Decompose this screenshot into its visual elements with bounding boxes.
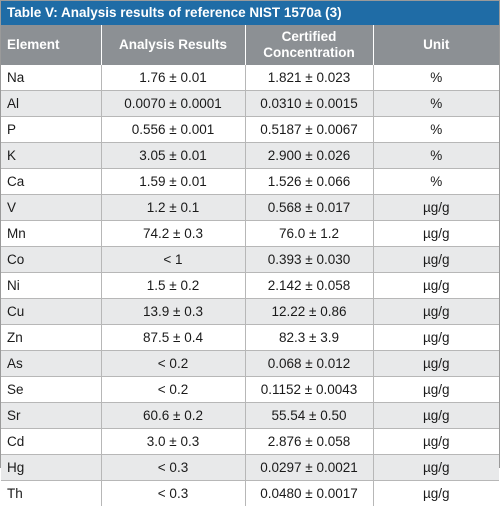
cell-unit: µg/g (373, 429, 499, 455)
cell-unit: µg/g (373, 195, 499, 221)
cell-certified-concentration: 2.876 ± 0.058 (245, 429, 373, 455)
cell-unit: % (373, 169, 499, 195)
cell-element: Ni (1, 273, 101, 299)
header-element: Element (1, 25, 101, 65)
cell-analysis-result: 1.5 ± 0.2 (101, 273, 245, 299)
cell-analysis-result: 87.5 ± 0.4 (101, 325, 245, 351)
cell-analysis-result: < 0.3 (101, 481, 245, 506)
cell-analysis-result: < 1 (101, 247, 245, 273)
cell-certified-concentration: 0.393 ± 0.030 (245, 247, 373, 273)
cell-certified-concentration: 1.821 ± 0.023 (245, 65, 373, 91)
cell-unit: µg/g (373, 247, 499, 273)
header-unit: Unit (373, 25, 499, 65)
cell-certified-concentration: 0.568 ± 0.017 (245, 195, 373, 221)
cell-analysis-result: 0.556 ± 0.001 (101, 117, 245, 143)
cell-certified-concentration: 82.3 ± 3.9 (245, 325, 373, 351)
table-title: Table V: Analysis results of reference N… (1, 1, 499, 25)
cell-unit: µg/g (373, 403, 499, 429)
cell-certified-concentration: 55.54 ± 0.50 (245, 403, 373, 429)
cell-certified-concentration: 76.0 ± 1.2 (245, 221, 373, 247)
cell-certified-concentration: 2.142 ± 0.058 (245, 273, 373, 299)
header-certified-line2: Concentration (263, 45, 355, 60)
cell-element: Mn (1, 221, 101, 247)
cell-element: Zn (1, 325, 101, 351)
cell-element: As (1, 351, 101, 377)
cell-unit: µg/g (373, 299, 499, 325)
cell-element: Th (1, 481, 101, 506)
cell-element: K (1, 143, 101, 169)
cell-analysis-result: < 0.2 (101, 377, 245, 403)
header-row: Element Analysis Results Certified Conce… (1, 25, 499, 65)
cell-element: V (1, 195, 101, 221)
cell-analysis-result: 0.0070 ± 0.0001 (101, 91, 245, 117)
header-certified-concentration: Certified Concentration (245, 25, 373, 65)
cell-element: P (1, 117, 101, 143)
cell-element: Al (1, 91, 101, 117)
cell-element: Ca (1, 169, 101, 195)
cell-certified-concentration: 0.0480 ± 0.0017 (245, 481, 373, 506)
results-table: Element Analysis Results Certified Conce… (1, 25, 499, 506)
cell-unit: µg/g (373, 351, 499, 377)
cell-unit: % (373, 65, 499, 91)
cell-element: Cd (1, 429, 101, 455)
table-header: Element Analysis Results Certified Conce… (1, 25, 499, 65)
cell-unit: % (373, 143, 499, 169)
cell-unit: % (373, 91, 499, 117)
cell-unit: µg/g (373, 325, 499, 351)
cell-analysis-result: < 0.2 (101, 351, 245, 377)
cell-analysis-result: 3.05 ± 0.01 (101, 143, 245, 169)
cell-unit: µg/g (373, 377, 499, 403)
table-container: Table V: Analysis results of reference N… (0, 0, 500, 468)
cell-analysis-result: 13.9 ± 0.3 (101, 299, 245, 325)
cell-element: Cu (1, 299, 101, 325)
cell-unit: µg/g (373, 481, 499, 506)
cell-analysis-result: 1.2 ± 0.1 (101, 195, 245, 221)
cell-certified-concentration: 0.5187 ± 0.0067 (245, 117, 373, 143)
cell-certified-concentration: 1.526 ± 0.066 (245, 169, 373, 195)
cell-unit: µg/g (373, 273, 499, 299)
header-certified-line1: Certified (282, 29, 337, 44)
cell-unit: % (373, 117, 499, 143)
cell-analysis-result: 60.6 ± 0.2 (101, 403, 245, 429)
header-analysis-results: Analysis Results (101, 25, 245, 65)
cell-element: Sr (1, 403, 101, 429)
cell-analysis-result: 74.2 ± 0.3 (101, 221, 245, 247)
cell-analysis-result: 3.0 ± 0.3 (101, 429, 245, 455)
cell-certified-concentration: 0.1152 ± 0.0043 (245, 377, 373, 403)
cell-element: Se (1, 377, 101, 403)
cell-certified-concentration: 0.0310 ± 0.0015 (245, 91, 373, 117)
cell-certified-concentration: 12.22 ± 0.86 (245, 299, 373, 325)
cell-analysis-result: 1.59 ± 0.01 (101, 169, 245, 195)
cell-certified-concentration: 2.900 ± 0.026 (245, 143, 373, 169)
cell-unit: µg/g (373, 221, 499, 247)
cell-certified-concentration: 0.068 ± 0.012 (245, 351, 373, 377)
cell-element: Na (1, 65, 101, 91)
cell-element: Co (1, 247, 101, 273)
cell-analysis-result: 1.76 ± 0.01 (101, 65, 245, 91)
